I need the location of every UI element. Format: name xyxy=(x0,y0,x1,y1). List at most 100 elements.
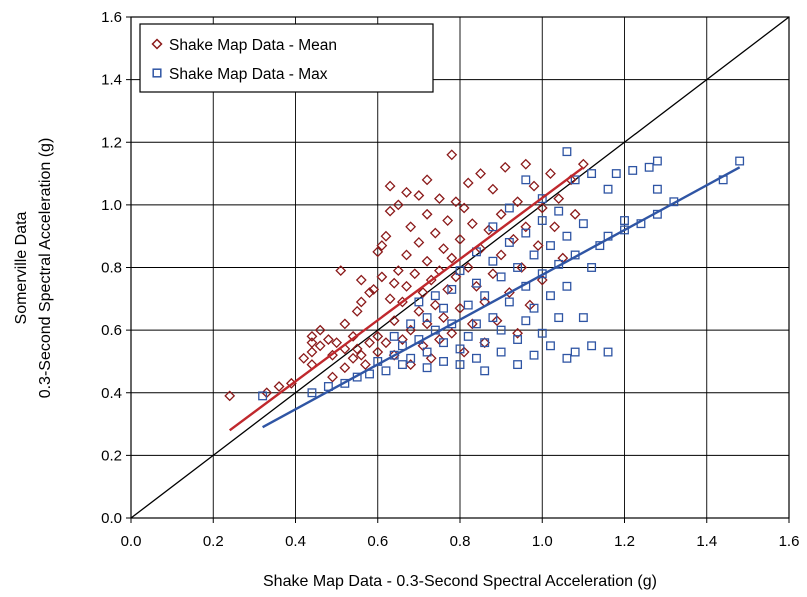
mean-data-point xyxy=(405,359,417,370)
max-data-point xyxy=(488,313,498,323)
max-data-point xyxy=(587,341,597,351)
x-tick-label: 0.6 xyxy=(367,533,388,550)
mean-trendline xyxy=(228,166,585,432)
max-data-point xyxy=(397,360,407,370)
mean-data-point xyxy=(421,318,433,330)
mean-data-point xyxy=(417,287,429,298)
mean-data-point xyxy=(450,196,462,208)
mean-data-point xyxy=(401,186,412,198)
mean-data-point xyxy=(368,283,380,295)
mean-data-point xyxy=(458,202,470,214)
x-axis-label: Shake Map Data - 0.3-Second Spectral Acc… xyxy=(263,573,657,590)
mean-data-point xyxy=(372,330,384,342)
mean-data-point xyxy=(392,199,404,211)
mean-data-point xyxy=(536,274,548,286)
mean-data-point xyxy=(298,352,310,364)
y-tick-label: 0.0 xyxy=(101,510,122,527)
max-data-point xyxy=(471,319,481,329)
max-data-point xyxy=(521,175,531,185)
max-data-point xyxy=(447,319,457,329)
mean-data-point xyxy=(446,252,458,264)
max-data-point xyxy=(504,237,514,247)
legend-label-mean: Shake Map Data - Mean xyxy=(169,37,337,54)
mean-data-point xyxy=(512,196,523,208)
max-data-point xyxy=(480,291,490,301)
mean-data-point xyxy=(273,381,285,392)
mean-data-point xyxy=(384,180,396,192)
mean-data-point xyxy=(483,224,495,236)
y-tick-label: 1.4 xyxy=(101,72,122,89)
mean-data-point xyxy=(479,337,491,349)
mean-data-point xyxy=(376,240,388,252)
max-trendline xyxy=(262,166,741,429)
mean-data-point xyxy=(351,343,363,355)
max-data-point xyxy=(529,250,539,260)
one-to-one-line xyxy=(130,16,790,519)
mean-data-point xyxy=(376,271,388,283)
mean-data-point xyxy=(495,249,507,261)
y-tick-label: 0.2 xyxy=(101,447,122,464)
mean-data-point xyxy=(425,352,437,364)
max-data-point xyxy=(406,319,416,329)
max-data-point xyxy=(496,325,506,335)
mean-data-point xyxy=(388,315,400,327)
max-data-point xyxy=(389,350,399,360)
max-data-point xyxy=(546,241,555,251)
mean-data-point xyxy=(429,227,441,239)
y-tick-label: 0.4 xyxy=(101,385,122,402)
max-data-point xyxy=(537,328,547,338)
mean-data-point xyxy=(512,327,523,339)
mean-data-point xyxy=(454,302,466,314)
mean-data-point xyxy=(553,193,565,205)
max-data-point xyxy=(422,363,432,373)
max-data-point xyxy=(620,225,629,235)
mean-data-point xyxy=(516,262,528,273)
mean-data-point xyxy=(339,318,351,330)
max-data-point xyxy=(439,338,448,348)
mean-data-point xyxy=(351,305,363,317)
max-data-point xyxy=(587,263,597,272)
max-data-point xyxy=(496,347,506,357)
max-data-point xyxy=(439,303,448,313)
max-data-point xyxy=(513,360,523,370)
max-data-point xyxy=(644,162,654,172)
mean-data-point xyxy=(314,340,326,352)
y-tick-label: 1.0 xyxy=(101,197,122,214)
mean-data-point xyxy=(487,268,499,280)
mean-data-point xyxy=(401,280,412,292)
max-data-point xyxy=(381,366,391,376)
max-data-point xyxy=(529,303,539,313)
mean-data-point xyxy=(331,337,343,349)
max-data-point xyxy=(513,335,523,344)
max-data-point xyxy=(562,231,572,241)
tick-labels-layer: 0.0 0.2 0.4 0.6 0.8 1.0 1.2 1.4 1.6 0.0 0.2 0.4 0.6 0… xyxy=(101,9,799,550)
max-data-point xyxy=(554,206,564,216)
trendline-layer xyxy=(228,166,741,432)
mean-data-point xyxy=(355,349,367,361)
mean-data-point xyxy=(327,371,338,383)
mean-data-point xyxy=(372,346,384,358)
max-data-point xyxy=(504,203,514,213)
mean-data-point xyxy=(384,293,396,305)
max-data-point xyxy=(463,331,473,341)
legend-square-marker xyxy=(152,68,162,78)
max-data-point xyxy=(471,278,481,288)
max-data-point xyxy=(463,300,473,310)
mean-data-point xyxy=(520,158,532,170)
mean-data-point xyxy=(462,177,474,189)
max-data-point xyxy=(570,347,580,357)
mean-data-point xyxy=(495,208,507,220)
mean-data-point xyxy=(442,283,454,295)
max-data-point xyxy=(611,169,621,179)
mean-data-point xyxy=(405,324,417,336)
mean-data-point xyxy=(429,299,441,311)
mean-data-point xyxy=(446,327,458,339)
mean-data-point xyxy=(401,249,412,261)
mean-data-point xyxy=(536,202,548,214)
max-data-point xyxy=(735,156,745,166)
max-data-point xyxy=(488,256,498,266)
y-tick-label: 1.2 xyxy=(101,134,122,151)
x-tick-label: 0.2 xyxy=(203,533,224,550)
max-data-point xyxy=(422,347,432,357)
x-tick-label: 0.4 xyxy=(285,533,306,550)
